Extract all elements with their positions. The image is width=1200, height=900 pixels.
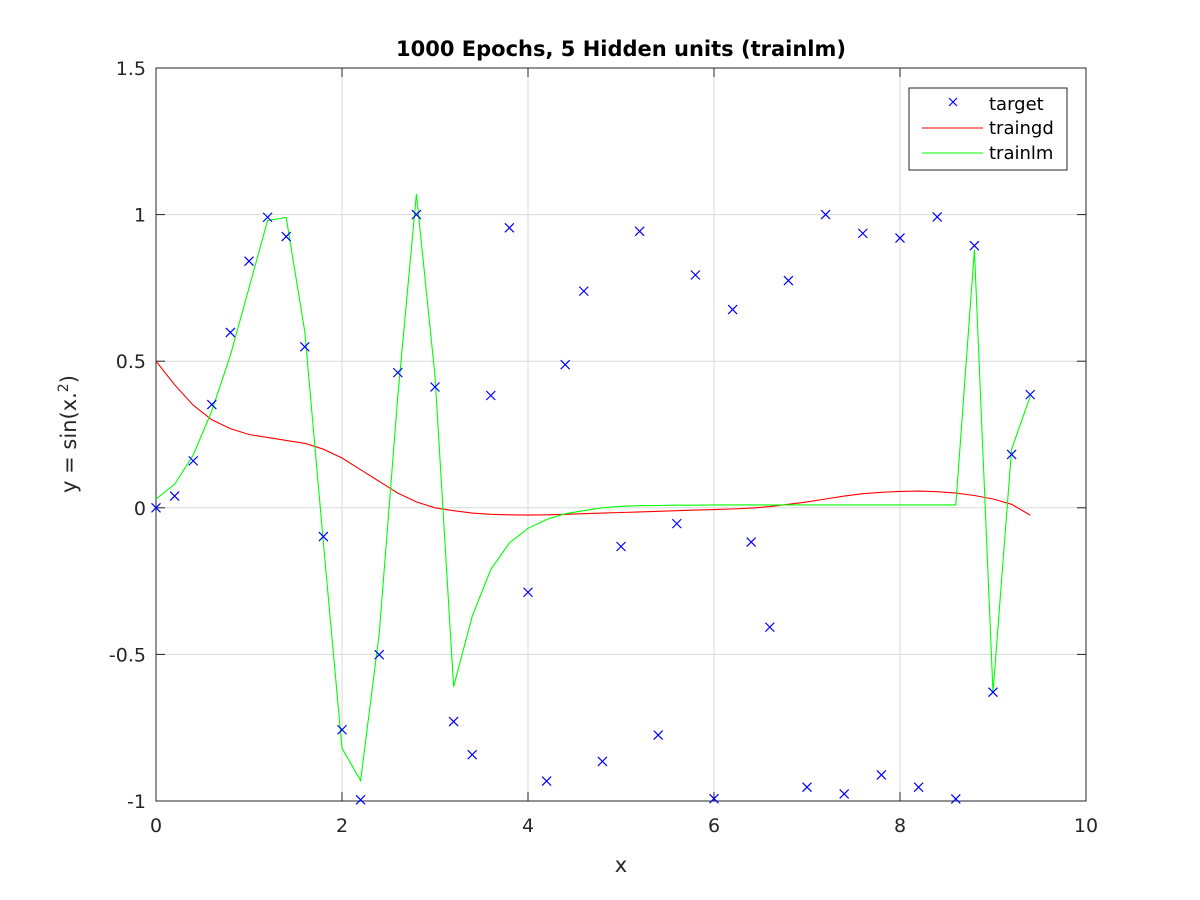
data-point-target [560,359,571,370]
data-point-target [151,502,161,513]
data-point-target [523,587,533,598]
data-point-target [485,390,496,401]
series-line-trainlm [155,194,1031,783]
y-tick-label: 1 [134,205,146,227]
y-tick-label: -0.5 [109,644,146,666]
data-point-target [969,240,980,251]
data-point-target [225,327,236,338]
data-point-target [857,228,868,239]
data-point-target [578,286,589,297]
data-point-target [690,270,701,280]
plot-area-border [155,67,1087,802]
data-point-target [430,382,440,392]
data-point-target [374,649,385,660]
legend-label-target: target [989,94,1044,115]
data-point-target [671,518,682,529]
legend-item-traingd: traingd [922,118,1054,139]
data-point-target [262,212,273,223]
data-point-target [392,367,403,378]
data-point-target [653,730,664,740]
data-point-target [783,275,794,286]
data-point-target [318,531,329,542]
data-point-target [932,212,943,222]
data-point-target [355,794,366,805]
y-tick-label: 1.5 [116,58,146,80]
y-tick-label: -1 [127,791,146,813]
data-point-target [820,209,831,220]
x-tick-label: 6 [708,815,720,837]
data-point-target [467,749,478,760]
legend-label-trainlm: trainlm [989,143,1053,164]
legend: target traingd trainlm [908,87,1068,171]
data-point-target [746,537,757,548]
data-point-target [597,756,608,767]
x-axis-label: x [615,853,627,877]
legend-label-traingd: traingd [989,118,1054,139]
data-point-target [764,622,775,633]
legend-box [908,87,1068,171]
x-tick-label: 4 [522,815,534,837]
data-point-target [988,687,998,698]
data-point-target [913,782,924,793]
grid-lines [156,68,1086,801]
data-point-target [839,789,850,799]
data-point-target [188,455,199,466]
data-point-target [448,716,459,727]
y-tick-label: 0 [134,498,146,520]
x-tick-label: 8 [894,815,906,837]
y-tick-label: 0.5 [116,351,146,373]
data-point-target [299,341,310,352]
data-point-target [802,782,812,793]
data-point-target [411,209,422,220]
y-axis-label: y = sin(x.2) [56,375,81,493]
axis-ticks: 0 2 4 6 8 10 -1 -0.5 0 0.5 1 1.5 [109,58,1098,837]
legend-marker-target [948,97,958,107]
data-point-target [616,541,626,552]
data-point-target [169,491,180,501]
data-point-target [337,724,347,735]
legend-item-target: target [948,94,1044,115]
data-point-target [634,226,645,237]
series-layer [151,194,1036,805]
data-point-target [1025,389,1036,400]
data-point-target [727,304,738,315]
legend-item-trainlm: trainlm [922,143,1053,164]
data-point-target [1006,449,1017,460]
x-tick-label: 2 [336,815,348,837]
series-line-traingd [155,360,1031,516]
x-tick-label: 0 [150,815,162,837]
data-point-target [206,399,217,410]
chart-title: 1000 Epochs, 5 Hidden units (trainlm) [396,37,846,61]
data-point-target [541,776,552,786]
data-point-target [895,233,905,243]
data-point-target [876,769,887,780]
data-point-target [950,794,961,804]
data-point-target [504,222,515,233]
data-point-target [244,256,254,267]
x-tick-label: 10 [1074,815,1098,837]
data-point-target [709,793,719,804]
data-point-target [281,231,292,242]
